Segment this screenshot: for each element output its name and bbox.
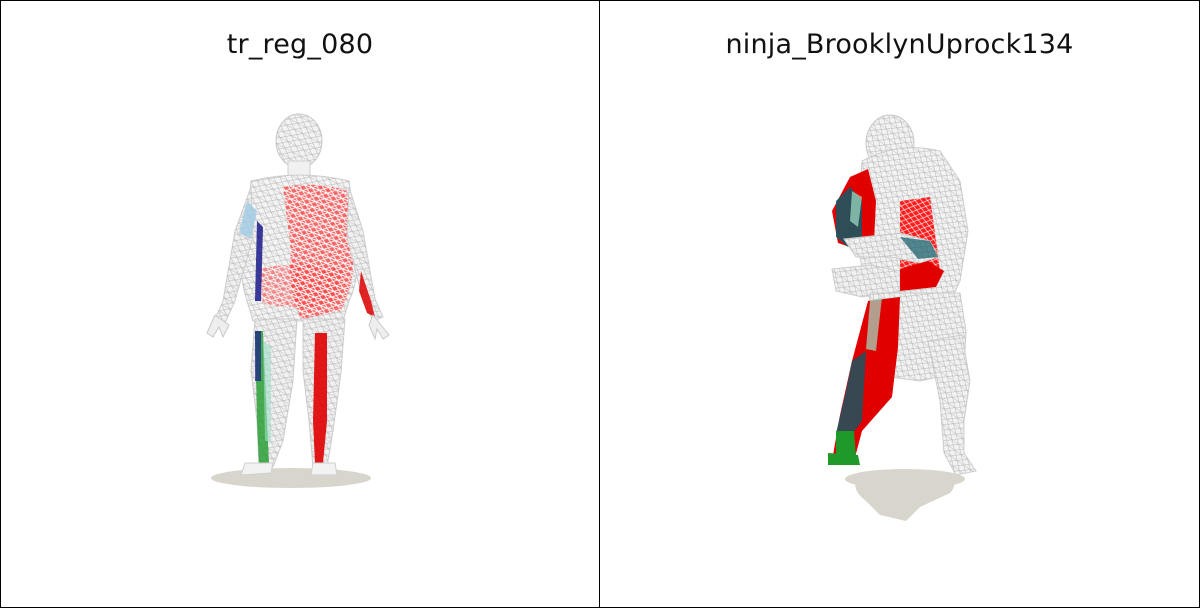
panel-title-left: tr_reg_080 xyxy=(226,29,374,60)
body-mesh-right xyxy=(828,114,977,476)
mesh-render-left[interactable] xyxy=(1,1,600,608)
floor-shadow-left xyxy=(211,468,371,488)
body-mesh-left xyxy=(206,113,390,476)
viewport-right[interactable]: ninja_BrooklynUprock134 xyxy=(599,0,1200,608)
panel-title-right: ninja_BrooklynUprock134 xyxy=(725,29,1074,60)
mesh-render-right[interactable] xyxy=(600,1,1200,608)
viewport-left[interactable]: tr_reg_080 xyxy=(0,0,600,608)
floor-shadow-right-base xyxy=(845,469,965,489)
